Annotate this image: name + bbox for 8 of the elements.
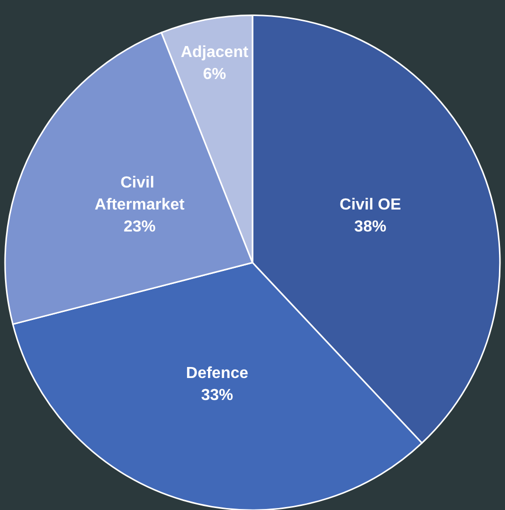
slice-label: Civil Aftermarket — [94, 174, 186, 214]
slice-label: Civil OE — [340, 196, 402, 214]
data-label: 38% — [354, 218, 386, 236]
slice-label: Adjacent — [180, 44, 249, 61]
data-label: 33% — [201, 386, 234, 404]
data-label: 23% — [124, 218, 156, 236]
slice-label: Defence — [186, 364, 248, 382]
data-label: 6% — [202, 66, 226, 83]
